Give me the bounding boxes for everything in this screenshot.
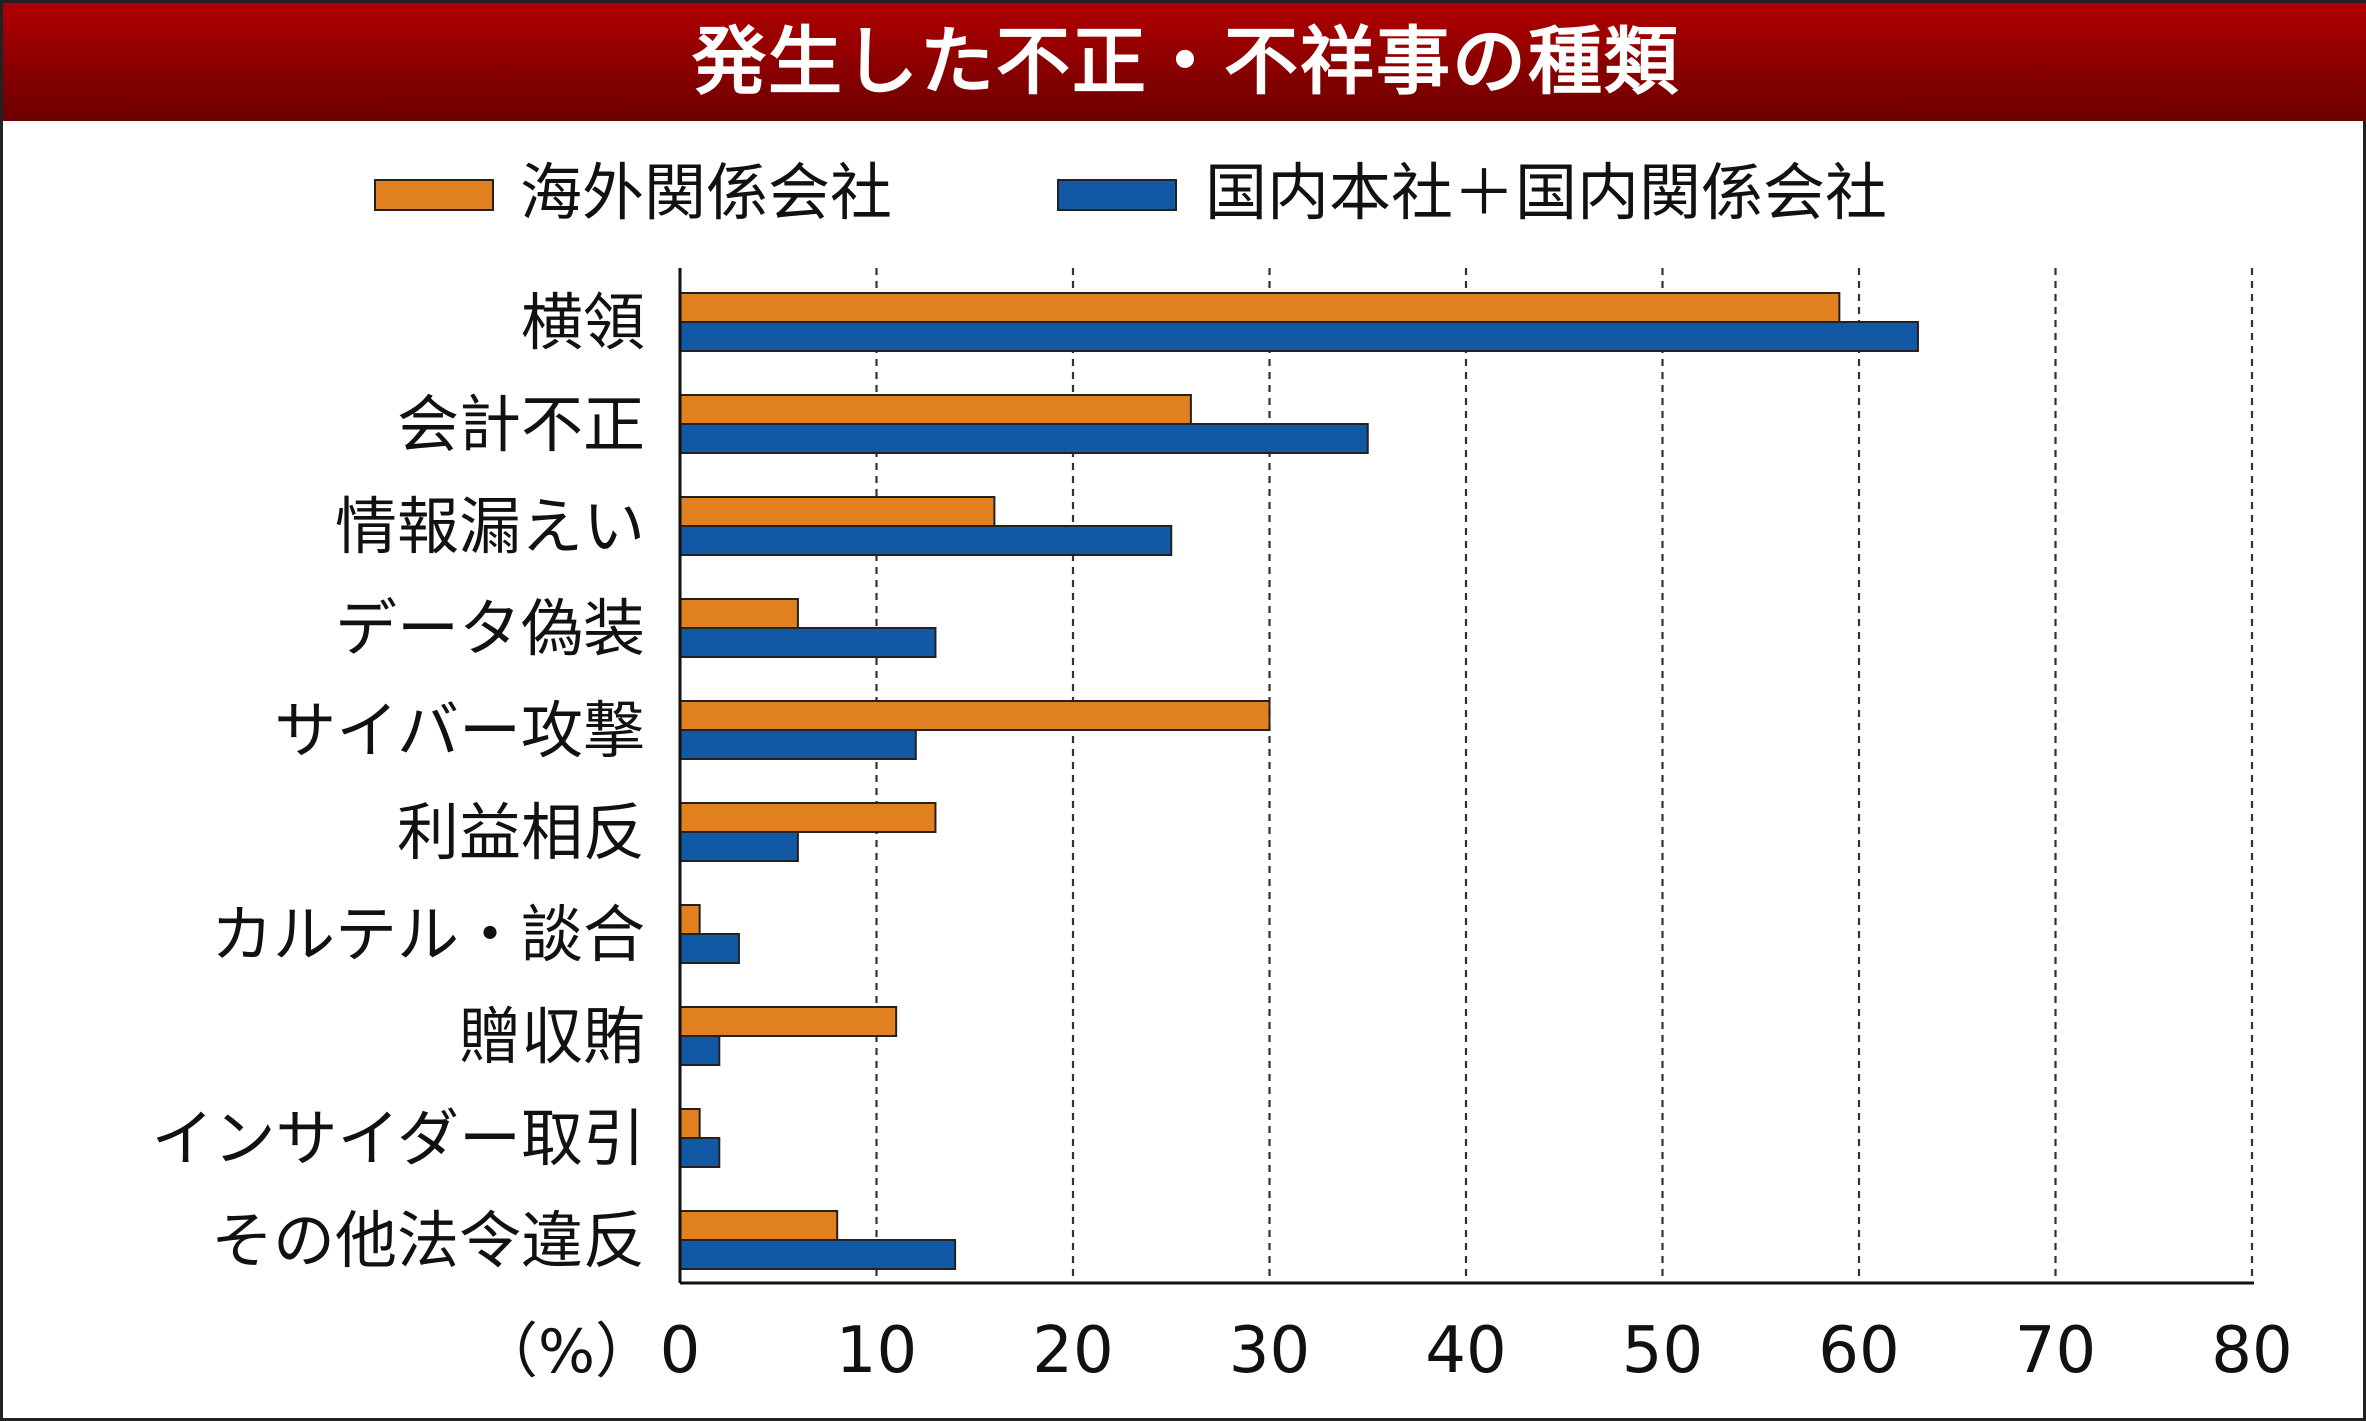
category-label: サイバー攻撃 bbox=[274, 694, 645, 767]
bar-overseas bbox=[679, 700, 1271, 731]
bar-domestic bbox=[679, 627, 937, 658]
legend-label-domestic: 国内本社＋国内関係会社 bbox=[1205, 156, 1887, 229]
x-tick-label: 0 bbox=[660, 1314, 701, 1388]
category-label: 情報漏えい bbox=[335, 490, 645, 563]
bar-overseas bbox=[679, 292, 1841, 323]
bar-domestic bbox=[679, 831, 799, 862]
legend: 海外関係会社 国内本社＋国内関係会社 bbox=[374, 156, 1887, 229]
tick-labels: 0 10 20 30 40 50 60 70 80 （%） bbox=[478, 1314, 2293, 1388]
x-tick-label: 10 bbox=[836, 1314, 917, 1388]
legend-swatch-domestic bbox=[1057, 179, 1177, 211]
bar-overseas bbox=[679, 394, 1192, 425]
axes bbox=[678, 268, 2254, 1285]
x-tick-label: 20 bbox=[1032, 1314, 1113, 1388]
x-tick-label: 30 bbox=[1229, 1314, 1310, 1388]
legend-label-overseas: 海外関係会社 bbox=[520, 156, 892, 229]
category-label: データ偽装 bbox=[335, 592, 645, 665]
category-label: 会計不正 bbox=[397, 388, 645, 461]
bar-overseas bbox=[679, 802, 937, 833]
bar-domestic bbox=[679, 525, 1173, 556]
category-label: 横領 bbox=[521, 286, 645, 359]
bars bbox=[679, 292, 1919, 1270]
bar-domestic bbox=[679, 729, 917, 760]
bar-domestic bbox=[679, 1137, 721, 1168]
x-tick-label: 50 bbox=[1622, 1314, 1703, 1388]
bar-domestic bbox=[679, 423, 1369, 454]
bar-overseas bbox=[679, 904, 701, 935]
x-tick-label: 60 bbox=[1818, 1314, 1899, 1388]
bar-overseas bbox=[679, 1108, 701, 1139]
bar-overseas bbox=[679, 1006, 898, 1037]
title-bar bbox=[3, 3, 2366, 121]
category-label: 贈収賄 bbox=[459, 1000, 645, 1073]
category-label: 利益相反 bbox=[397, 796, 645, 869]
x-tick-label: 70 bbox=[2015, 1314, 2096, 1388]
legend-swatch-overseas bbox=[374, 179, 494, 211]
category-label: カルテル・談合 bbox=[211, 898, 645, 971]
bar-domestic bbox=[679, 933, 740, 964]
bar-overseas bbox=[679, 1210, 839, 1241]
category-labels: 横領会計不正情報漏えいデータ偽装サイバー攻撃利益相反カルテル・談合贈収賄インサイ… bbox=[151, 286, 645, 1277]
chart-title: 発生した不正・不祥事の種類 bbox=[692, 19, 1680, 105]
category-label: インサイダー取引 bbox=[151, 1102, 645, 1175]
bar-overseas bbox=[679, 496, 996, 527]
category-label: その他法令違反 bbox=[211, 1204, 645, 1277]
bar-domestic bbox=[679, 1239, 957, 1270]
unit-label: （%） bbox=[478, 1317, 655, 1387]
x-tick-label: 80 bbox=[2211, 1314, 2292, 1388]
bar-domestic bbox=[679, 1035, 721, 1066]
bar-overseas bbox=[679, 598, 799, 629]
x-tick-label: 40 bbox=[1425, 1314, 1506, 1388]
bar-domestic bbox=[679, 321, 1919, 352]
